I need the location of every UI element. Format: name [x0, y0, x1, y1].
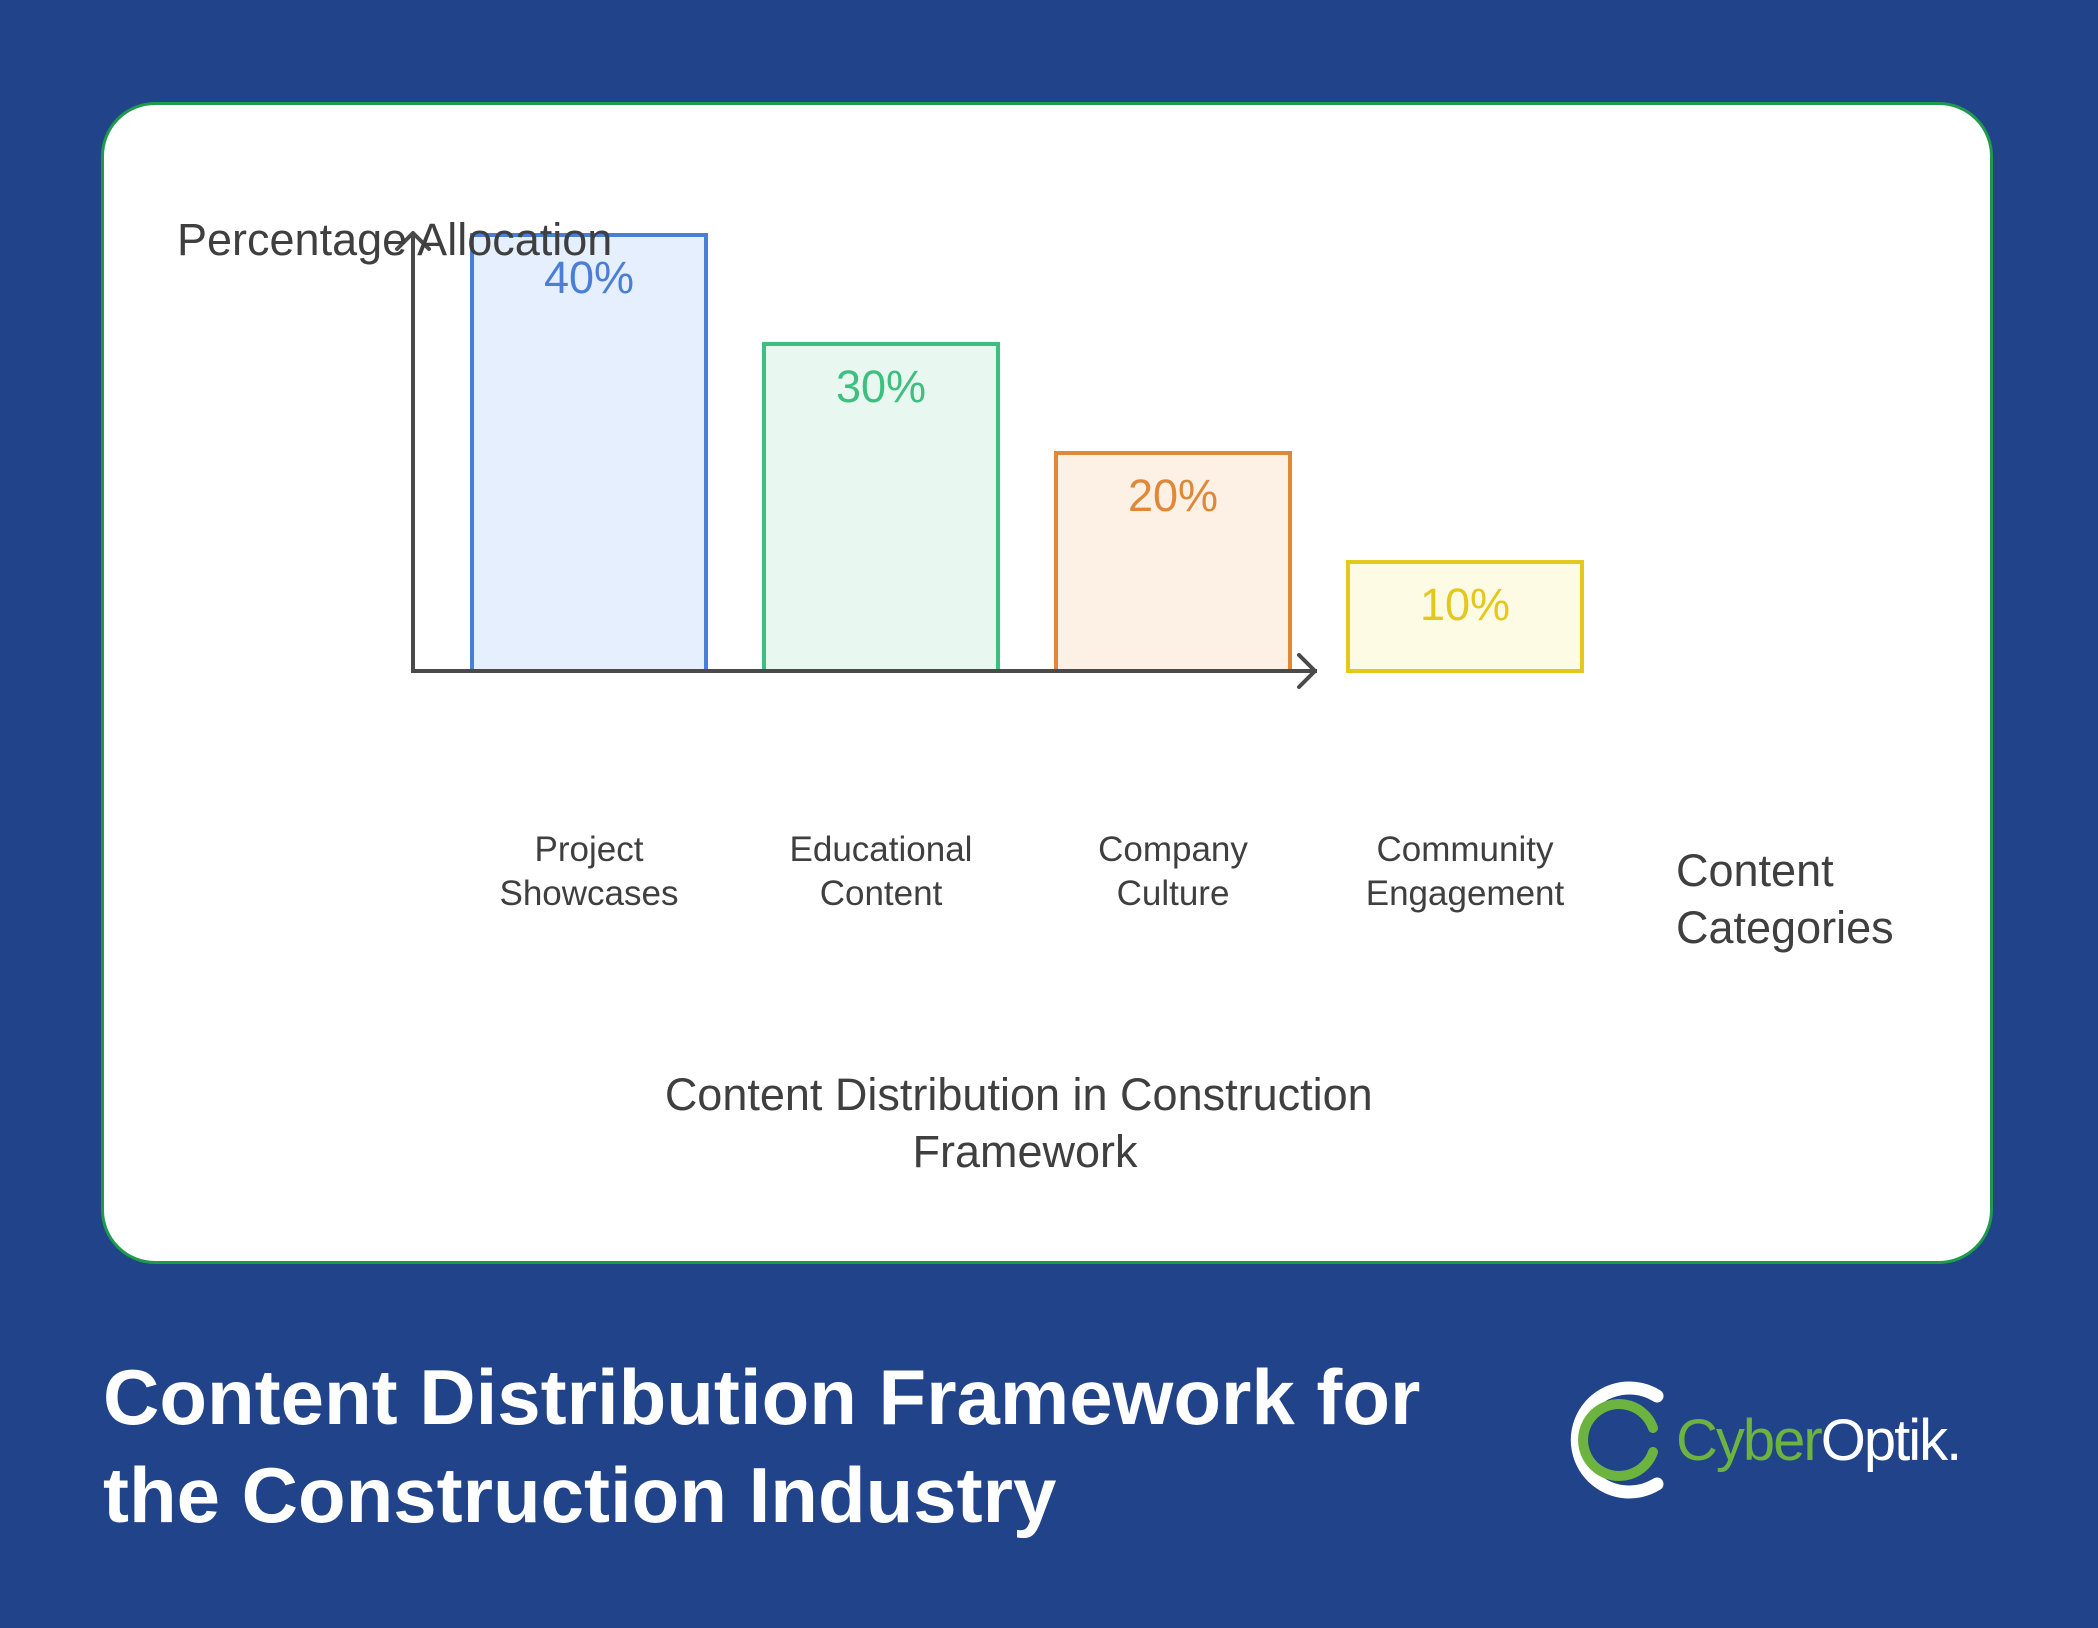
footer-title-line-2: the Construction Industry	[103, 1451, 1057, 1539]
category-label-3-line-2: Culture	[1117, 874, 1230, 913]
chart-title: Content Distribution in Construction Fra…	[665, 1069, 1385, 1177]
chart-title-line-1: Content Distribution in Construction	[665, 1069, 1373, 1120]
bar-value-label-4: 10%	[1420, 579, 1510, 630]
x-axis-label: Content Categories	[1676, 845, 1894, 953]
category-label-4-line-2: Engagement	[1366, 874, 1565, 913]
x-axis-label-line-1: Content	[1676, 845, 1834, 896]
ring-logo-icon	[1570, 1381, 1664, 1499]
category-label-2-line-1: Educational	[790, 830, 973, 869]
category-label-2-line-2: Content	[820, 874, 943, 913]
category-label-2: Educational Content	[790, 830, 973, 913]
footer-title-line-1: Content Distribution Framework for	[103, 1353, 1421, 1441]
category-label-3-line-1: Company	[1098, 830, 1248, 869]
cyberoptik-logo: CyberOptik.	[1570, 1381, 1962, 1499]
bar-4	[1346, 560, 1584, 673]
category-label-3: Company Culture	[1098, 830, 1248, 913]
x-axis-arrowhead	[1297, 653, 1317, 689]
category-label-1: Project Showcases	[500, 830, 679, 913]
y-axis-arrowhead	[395, 231, 431, 251]
category-label-1-line-2: Showcases	[500, 874, 679, 913]
footer-title: Content Distribution Framework for the C…	[103, 1348, 1523, 1544]
logo-text-optik: Optik.	[1821, 1408, 1961, 1473]
bar-2	[762, 342, 1000, 673]
chart-card: Percentage Allocation Content Categories…	[101, 102, 1993, 1264]
logo-wordmark: CyberOptik.	[1676, 1408, 1960, 1473]
logo-text-cyber: Cyber	[1676, 1408, 1822, 1473]
bar-3	[1054, 451, 1292, 673]
category-label-4: Community Engagement	[1366, 830, 1565, 913]
x-axis-label-line-2: Categories	[1676, 902, 1894, 953]
bar-chart: Percentage Allocation Content Categories…	[177, 214, 1894, 1177]
y-axis-label: Percentage Allocation	[177, 214, 612, 265]
bar-1	[470, 233, 708, 673]
bar-value-label-3: 20%	[1128, 470, 1218, 521]
bar-value-label-1: 40%	[544, 252, 634, 303]
chart-title-line-2: Framework	[912, 1126, 1138, 1177]
bar-value-label-2: 30%	[836, 361, 926, 412]
category-label-4-line-1: Community	[1377, 830, 1554, 869]
category-label-1-line-1: Project	[535, 830, 644, 869]
